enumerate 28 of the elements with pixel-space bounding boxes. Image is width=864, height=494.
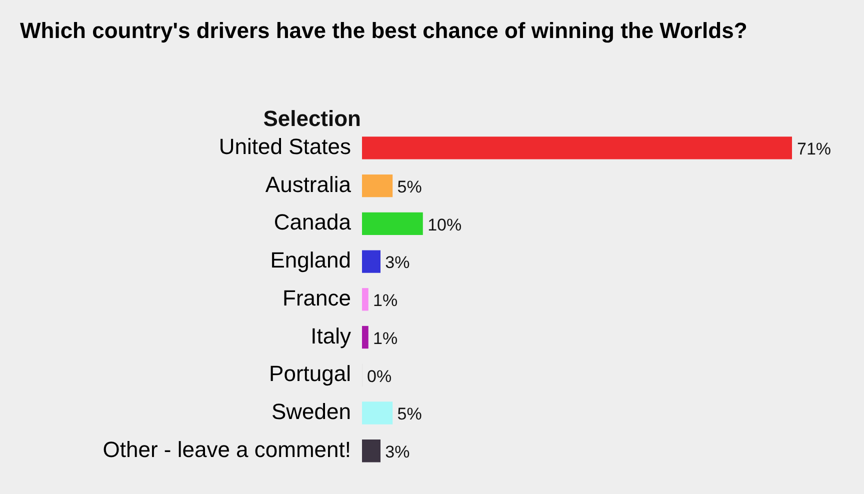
y-tick-label: England bbox=[270, 248, 351, 273]
bar bbox=[362, 288, 368, 311]
bar bbox=[362, 326, 368, 349]
bar bbox=[362, 250, 380, 273]
y-tick-label: United States bbox=[218, 134, 351, 159]
y-tick-label: Australia bbox=[265, 172, 352, 197]
data-label: 5% bbox=[397, 177, 422, 196]
data-label: 5% bbox=[397, 404, 422, 424]
bar bbox=[362, 136, 792, 160]
data-label: 3% bbox=[385, 442, 410, 462]
chart-title: Which country's drivers have the best chance of winning the Worlds? bbox=[20, 17, 748, 45]
data-label: 1% bbox=[373, 328, 398, 348]
bar bbox=[362, 212, 423, 235]
data-label: 71% bbox=[797, 140, 832, 159]
y-tick-label: Sweden bbox=[271, 399, 351, 424]
y-tick-label: France bbox=[282, 285, 351, 310]
y-tick-label: Canada bbox=[274, 210, 352, 235]
bar bbox=[362, 402, 393, 424]
data-label: 0% bbox=[367, 366, 392, 386]
y-tick-label: Portugal bbox=[269, 361, 351, 386]
data-label: 1% bbox=[373, 291, 398, 310]
y-tick-label: Italy bbox=[310, 323, 351, 348]
bar bbox=[362, 174, 393, 198]
bar bbox=[362, 440, 380, 462]
y-tick-label: Other - leave a comment! bbox=[102, 436, 351, 462]
y-axis-title: Selection bbox=[263, 106, 361, 132]
data-label: 3% bbox=[385, 253, 410, 272]
data-label: 10% bbox=[428, 215, 462, 234]
